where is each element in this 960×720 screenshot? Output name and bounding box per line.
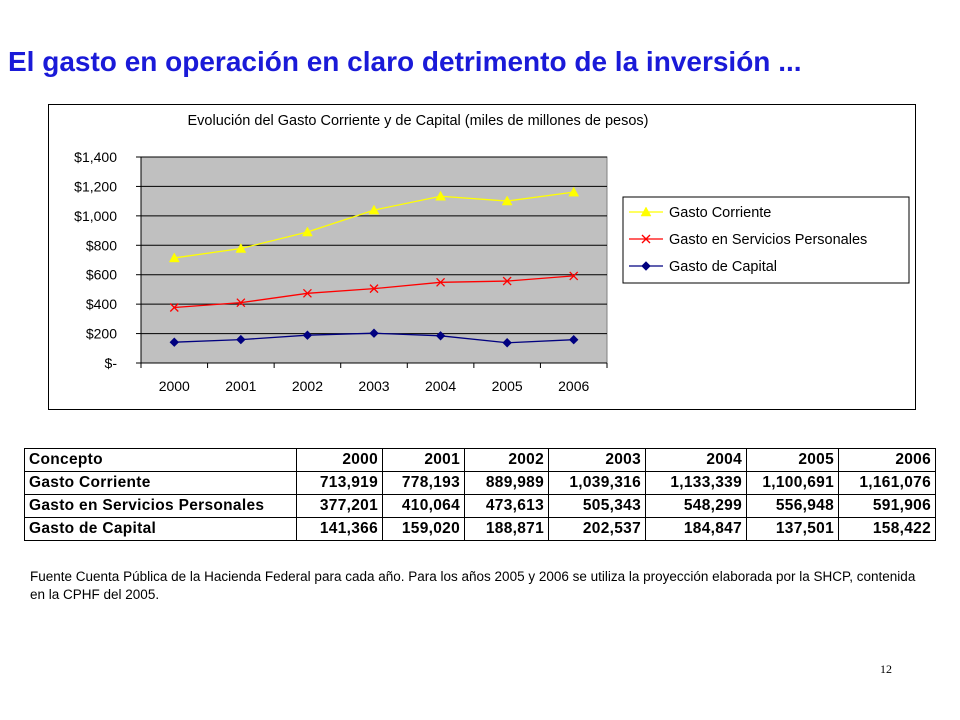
table-cell: 1,039,316 <box>548 471 646 495</box>
table-cell: 473,613 <box>464 494 549 518</box>
table-cell: 591,906 <box>838 494 936 518</box>
legend-label: Gasto en Servicios Personales <box>669 232 867 248</box>
data-point <box>501 195 513 206</box>
data-point <box>235 242 247 253</box>
data-point <box>369 328 379 338</box>
source-note: Fuente Cuenta Pública de la Hacienda Fed… <box>30 569 916 602</box>
table-cell: 184,847 <box>645 517 747 541</box>
chart-frame: Evolución del Gasto Corriente y de Capit… <box>48 104 916 410</box>
table-cell: 1,100,691 <box>746 471 839 495</box>
table-header-cell: 2000 <box>296 448 383 472</box>
data-point-stroke <box>236 298 246 308</box>
data-point <box>369 284 379 294</box>
data-point <box>302 226 313 237</box>
data-point <box>436 277 446 287</box>
line-chart: Evolución del Gasto Corriente y de Capit… <box>74 113 910 394</box>
y-tick-label: $1,400 <box>74 149 117 165</box>
table-header-row: Concepto 2000 2001 2002 2003 2004 2005 2… <box>24 448 936 472</box>
table-cell: 548,299 <box>645 494 747 518</box>
table-cell: 141,366 <box>296 517 383 541</box>
legend-marker-stroke <box>641 234 651 244</box>
legend-marker <box>641 234 651 244</box>
legend-marker <box>640 206 652 217</box>
data-point-stroke <box>369 284 379 294</box>
table-cell: 556,948 <box>746 494 839 518</box>
x-tick-label: 2000 <box>159 378 190 394</box>
table-cell: Gasto Corriente <box>24 471 297 495</box>
data-point-stroke <box>169 303 179 312</box>
x-tick-label: 2005 <box>492 378 523 394</box>
data-point <box>502 338 512 348</box>
x-tick-label: 2003 <box>358 378 389 394</box>
data-point <box>168 252 180 263</box>
table-cell: 202,537 <box>548 517 646 541</box>
data-point <box>302 330 313 340</box>
data-point <box>569 334 579 345</box>
table-header-cell: Concepto <box>24 448 297 472</box>
table-row: Gasto Corriente 713,919 778,193 889,989 … <box>24 471 936 495</box>
chart-title: Evolución del Gasto Corriente y de Capit… <box>188 113 649 129</box>
table-row: Gasto de Capital 141,366 159,020 188,871… <box>24 517 936 541</box>
x-tick-label: 2001 <box>225 378 256 394</box>
table-header-cell: 2004 <box>645 448 747 472</box>
data-point <box>169 303 179 312</box>
y-tick-label: $1,000 <box>74 208 117 224</box>
table-row: Gasto en Servicios Personales 377,201 41… <box>24 494 936 518</box>
table-cell: 410,064 <box>382 494 465 518</box>
table-header-cell: 2005 <box>746 448 839 472</box>
x-tick-label: 2004 <box>425 378 456 394</box>
data-point <box>236 298 246 308</box>
data-point-stroke <box>502 276 512 286</box>
data-point <box>502 276 512 286</box>
data-point <box>435 331 446 341</box>
table-cell: 137,501 <box>746 517 839 541</box>
legend-box <box>622 196 910 284</box>
legend-label: Gasto Corriente <box>669 205 771 221</box>
table-cell: 158,422 <box>838 517 936 541</box>
table-header-cell: 2002 <box>464 448 549 472</box>
table-cell: 188,871 <box>464 517 549 541</box>
data-point <box>236 334 246 345</box>
data-point <box>569 271 579 281</box>
data-point-stroke <box>436 277 446 287</box>
table-cell: Gasto de Capital <box>24 517 297 541</box>
legend-label: Gasto de Capital <box>669 259 777 275</box>
table-cell: 1,133,339 <box>645 471 747 495</box>
slide-title: El gasto en operación en claro detriment… <box>8 46 802 77</box>
table-cell: 1,161,076 <box>838 471 936 495</box>
table-cell: 377,201 <box>296 494 383 518</box>
y-tick-label: $800 <box>86 237 117 253</box>
page-number: 12 <box>880 662 892 676</box>
table-header-cell: 2001 <box>382 448 465 472</box>
x-tick-label: 2006 <box>558 378 589 394</box>
table-cell: 778,193 <box>382 471 465 495</box>
data-point <box>169 337 179 347</box>
y-tick-label: $600 <box>86 267 117 283</box>
data-point <box>568 186 580 197</box>
data-point <box>435 190 446 201</box>
data-point <box>368 204 380 215</box>
table-cell: 713,919 <box>296 471 383 495</box>
table-cell: 889,989 <box>464 471 549 495</box>
y-tick-label: $400 <box>86 296 117 312</box>
y-tick-label: $1,200 <box>74 178 117 194</box>
table-cell: 505,343 <box>548 494 646 518</box>
x-tick-label: 2002 <box>292 378 323 394</box>
table-cell: Gasto en Servicios Personales <box>24 494 297 518</box>
table-header-cell: 2006 <box>838 448 936 472</box>
data-table: Concepto 2000 2001 2002 2003 2004 2005 2… <box>24 448 936 541</box>
y-tick-label: $200 <box>86 326 117 342</box>
table-cell: 159,020 <box>382 517 465 541</box>
table-header-cell: 2003 <box>548 448 646 472</box>
y-tick-label: $- <box>105 355 118 371</box>
data-point <box>302 288 312 298</box>
legend-marker <box>641 261 651 271</box>
data-point-stroke <box>302 288 312 298</box>
data-point-stroke <box>569 271 579 281</box>
